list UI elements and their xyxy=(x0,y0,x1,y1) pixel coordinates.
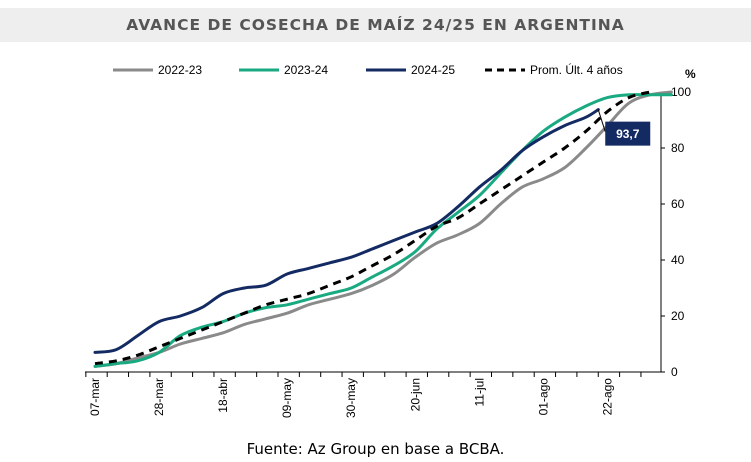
x-tick-label: 11-jul xyxy=(472,378,486,406)
y-tick-label: 40 xyxy=(671,253,685,267)
annotation: 93,7 xyxy=(597,109,651,146)
y-tick-label: 0 xyxy=(671,365,678,379)
chart-canvas: 2022-23 2023-24 2024-25 Prom. Últ. 4 años 0… xyxy=(85,62,696,418)
callout-label: 93,7 xyxy=(616,127,640,141)
legend-label: 2023-24 xyxy=(284,63,328,77)
y-tick-label: 80 xyxy=(671,141,685,155)
x-tick-label: 30-may xyxy=(344,378,358,418)
x-tick-label: 20-jun xyxy=(408,378,422,411)
series-line-0 xyxy=(93,90,673,368)
x-tick-label: 01-ago xyxy=(536,378,550,416)
y-tick-label: 60 xyxy=(671,197,685,211)
legend-label: 2024-25 xyxy=(411,63,455,77)
callout-leader xyxy=(597,109,606,132)
chart-title: AVANCE DE COSECHA DE MAÍZ 24/25 EN ARGEN… xyxy=(126,16,625,34)
series-line-1 xyxy=(93,93,673,368)
y-unit-label: % xyxy=(685,67,696,81)
callout-box xyxy=(605,121,651,146)
source-note: Fuente: Az Group en base a BCBA. xyxy=(246,440,505,458)
title-band xyxy=(0,8,751,42)
x-tick-label: 28-mar xyxy=(152,378,166,416)
x-tick-label: 07-mar xyxy=(88,378,102,416)
x-tick-label: 18-abr xyxy=(216,378,230,413)
series-lines xyxy=(93,90,673,368)
x-tick-label: 22-ago xyxy=(600,378,614,416)
legend-label: 2022-23 xyxy=(158,63,202,77)
x-tick-label: 09-may xyxy=(280,378,294,418)
y-tick-label: 20 xyxy=(671,309,685,323)
series-line-3 xyxy=(94,90,651,366)
legend-label: Prom. Últ. 4 años xyxy=(530,62,623,77)
series-line-2 xyxy=(93,108,600,354)
y-tick-label: 100 xyxy=(671,85,691,99)
legend: 2022-23 2023-24 2024-25 Prom. Últ. 4 años xyxy=(113,62,623,77)
